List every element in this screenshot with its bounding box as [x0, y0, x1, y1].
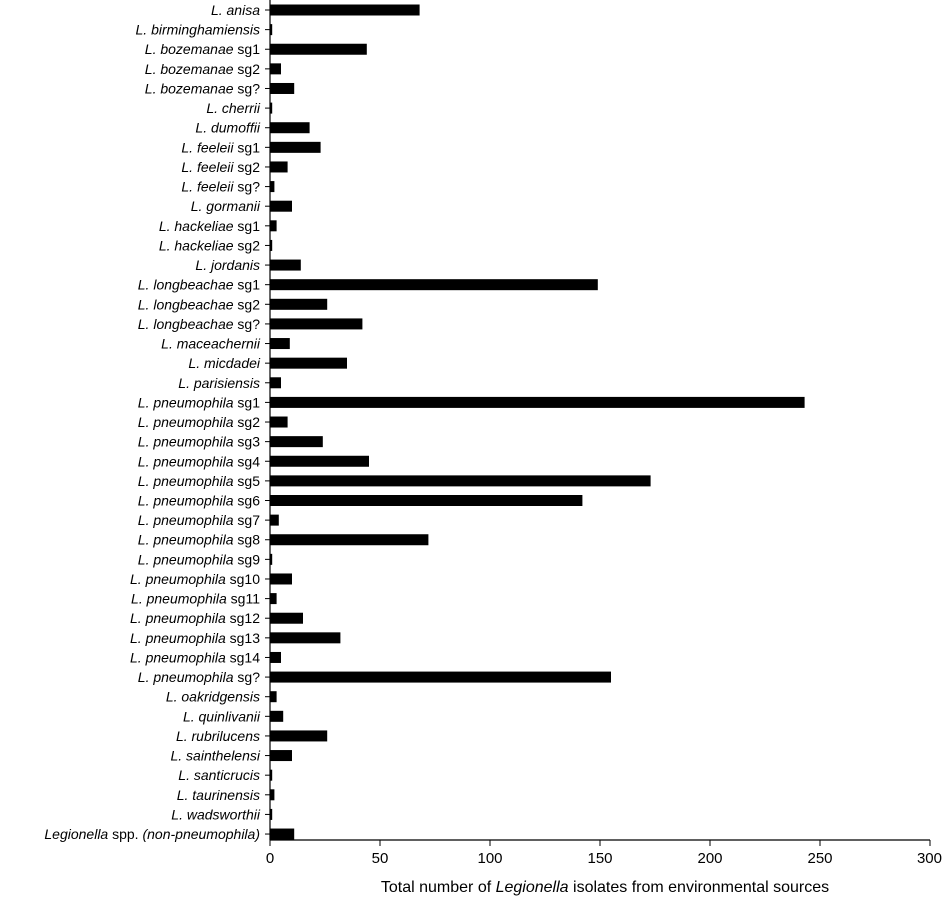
- category-label: L. pneumophila sg10: [130, 571, 260, 587]
- x-tick-label: 200: [697, 850, 722, 867]
- bar: [270, 338, 290, 350]
- category-label: L. feeleii sg1: [181, 139, 260, 155]
- bar: [270, 43, 367, 55]
- x-tick-label: 300: [917, 850, 942, 867]
- category-label: L. parisiensis: [178, 375, 260, 391]
- category-label: L. longbeachae sg?: [138, 316, 260, 332]
- category-label: L. pneumophila sg?: [138, 669, 260, 685]
- bar: [270, 4, 420, 16]
- bar: [270, 750, 292, 762]
- bar: [270, 102, 273, 114]
- category-label: L. pneumophila sg9: [138, 551, 260, 567]
- category-label: L. bozemanae sg?: [145, 80, 260, 96]
- category-label: L. longbeachae sg1: [138, 277, 260, 293]
- category-label: L. feeleii sg2: [181, 159, 260, 175]
- category-label: L. dumoffii: [195, 120, 260, 136]
- category-label: L. pneumophila sg2: [138, 414, 260, 430]
- category-label: L. rubrilucens: [176, 728, 260, 744]
- x-tick-label: 150: [587, 850, 612, 867]
- category-label: L. oakridgensis: [166, 689, 260, 705]
- category-label: L. pneumophila sg5: [138, 473, 260, 489]
- bar: [270, 181, 275, 193]
- category-label: L. pneumophila sg8: [138, 532, 260, 548]
- category-label: L. birminghamiensis: [136, 22, 261, 38]
- bar: [270, 279, 598, 291]
- x-tick-labels: 0 50 100 150 200 250 300: [266, 850, 942, 867]
- category-label: L. santicrucis: [178, 767, 260, 783]
- category-label: L. maceachernii: [161, 336, 261, 352]
- bar: [270, 298, 328, 310]
- bar: [270, 573, 292, 585]
- bar: [270, 220, 277, 232]
- bar: [270, 593, 277, 605]
- x-tick-label: 100: [477, 850, 502, 867]
- category-label: L. anisa: [211, 2, 260, 18]
- category-label: L. gormanii: [191, 198, 261, 214]
- category-label: L. hackeliae sg1: [159, 218, 260, 234]
- bar: [270, 357, 347, 369]
- bar: [270, 495, 583, 506]
- bar: [270, 63, 281, 75]
- category-label: L. sainthelensi: [170, 748, 260, 764]
- category-labels: L. anisa L. birminghamiensis L. bozemanae …: [44, 2, 261, 842]
- bar: [270, 455, 369, 467]
- category-label: L. wadsworthii: [171, 806, 261, 822]
- x-tick-label: 0: [266, 850, 274, 867]
- axes: [265, 0, 931, 846]
- bar: [270, 82, 295, 94]
- category-label: L. jordanis: [195, 257, 260, 273]
- category-label: L. feeleii sg?: [181, 179, 260, 195]
- category-label: Legionella spp. (non-pneumophila): [44, 826, 260, 842]
- bar: [270, 239, 273, 251]
- bar: [270, 789, 275, 801]
- category-label: L. micdadei: [188, 355, 260, 371]
- bar: [270, 730, 328, 742]
- bar: [270, 377, 281, 389]
- bar: [270, 122, 310, 134]
- category-label: L. cherrii: [206, 100, 261, 116]
- bar: [270, 828, 295, 840]
- category-label: L. pneumophila sg1: [138, 394, 260, 410]
- category-label: L. quinlivanii: [183, 708, 261, 724]
- category-label: L. pneumophila sg7: [138, 512, 260, 528]
- x-tick-label: 50: [372, 850, 389, 867]
- bar: [270, 671, 611, 683]
- bar: [270, 553, 273, 565]
- x-axis-title: Total number of Legionella isolates from…: [381, 879, 829, 896]
- bars-group: [270, 4, 805, 840]
- category-label: L. bozemanae sg2: [145, 61, 260, 77]
- category-label: L. pneumophila sg14: [130, 649, 260, 665]
- bar: [270, 710, 284, 722]
- bar: [270, 200, 292, 212]
- bar: [270, 808, 273, 820]
- bar: [270, 769, 273, 781]
- bar: [270, 475, 651, 487]
- category-label: L. pneumophila sg13: [130, 630, 260, 646]
- category-label: L. pneumophila sg4: [138, 453, 260, 469]
- category-label: L. taurinensis: [177, 787, 260, 803]
- category-label: L. hackeliae sg2: [159, 237, 260, 253]
- bar: [270, 416, 288, 428]
- bar: [270, 651, 281, 663]
- bar: [270, 396, 805, 408]
- category-label: L. longbeachae sg2: [138, 296, 260, 312]
- bar: [270, 612, 303, 624]
- bar: [270, 161, 288, 173]
- category-label: L. pneumophila sg11: [131, 591, 260, 607]
- bar: [270, 632, 341, 644]
- bar: [270, 318, 363, 330]
- category-label: L. bozemanae sg1: [145, 41, 260, 57]
- bar: [270, 436, 323, 448]
- bar: [270, 259, 301, 271]
- bar: [270, 24, 273, 36]
- x-tick-label: 250: [807, 850, 832, 867]
- bar: [270, 141, 321, 153]
- category-label: L. pneumophila sg6: [138, 493, 260, 509]
- category-label: L. pneumophila sg12: [130, 610, 260, 626]
- bar: [270, 691, 277, 703]
- category-label: L. pneumophila sg3: [138, 434, 260, 450]
- bar: [270, 514, 279, 526]
- bar: [270, 534, 429, 546]
